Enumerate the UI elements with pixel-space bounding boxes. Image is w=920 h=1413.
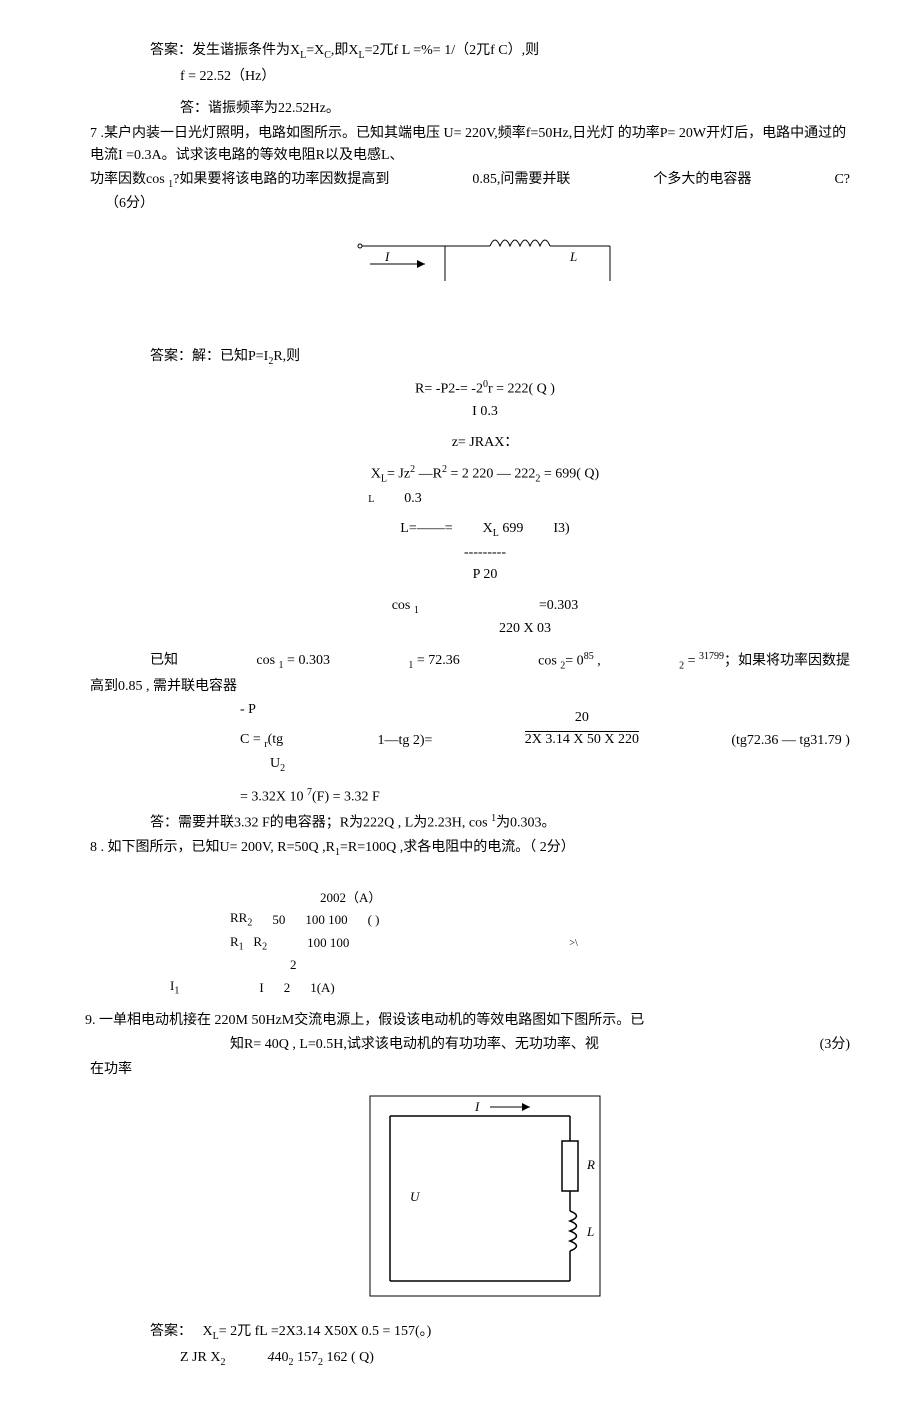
q7-formula-c: - PC = r(tgU2 1—tg 2)= 202X 3.14 X 50 X …: [240, 707, 850, 777]
svg-text:L: L: [569, 249, 577, 264]
q7-formula-r: R= -P2-= -20r = 222( Q ) I 0.3: [120, 377, 850, 423]
q7-formula-cos: cos 1 =0.303 220 X 03: [120, 595, 850, 641]
q6-answer-line1: 答案：发生谐振条件为XL=XC,即XL=2兀f L =%= 1/（2兀f C）,…: [120, 40, 850, 64]
q7-text2: 功率因数cos 1?如果要将该电路的功率因数提高到 0.85,问需要并联 个多大…: [90, 169, 850, 193]
q7-circuit-diagram: I L: [345, 226, 625, 296]
q7-formula-l: L=——= XL 699 I3) --------- P 20: [120, 518, 850, 587]
q9-ans-line1: 答案： XL= 2兀 fL =2X3.14 X50X 0.5 = 157(。): [120, 1321, 850, 1345]
svg-text:R: R: [586, 1157, 595, 1172]
q7-known-line: 已知 cos 1 = 0.303 1 = 72.36 cos 2= 085 , …: [120, 649, 850, 674]
q7-score: （6分）: [105, 193, 850, 215]
svg-text:U: U: [410, 1189, 421, 1204]
q9-text2: 知R= 40Q , L=0.5H,试求该电动机的有功功率、无功功率、视 (3分): [230, 1034, 850, 1056]
answer-prefix: 答案：: [150, 43, 192, 58]
q7-raise-line: 高到0.85 , 需并联电容器: [90, 676, 850, 698]
svg-text:L: L: [586, 1224, 594, 1239]
q8-text: 8 . 如下图所示，已知U= 200V, R=50Q ,R1=R=100Q ,求…: [90, 837, 850, 861]
svg-text:I: I: [474, 1099, 480, 1114]
q7-result-line: = 3.32X 10 7(F) = 3.32 F: [240, 785, 850, 809]
q9-text1: 9. 一单相电动机接在 220M 50HzM交流电源上，假设该电动机的等效电路图…: [85, 1010, 850, 1032]
q7-ans-line1: 答案：解：已知P=I2R,则: [120, 346, 850, 370]
q9-circuit-diagram: I U R L: [355, 1091, 615, 1301]
svg-text:I: I: [384, 249, 390, 264]
q7-formula-z: z= JRAX：: [120, 432, 850, 454]
q7-formula-xl: XL= Jz2 —R2 = 2 220 — 2222 = 699( Q) L 0…: [120, 462, 850, 510]
q9-ans-line2: Z JR X2 4402 1572 162 ( Q): [120, 1347, 850, 1371]
q6-answer-line2: f = 22.52（Hz）: [120, 66, 850, 88]
q8-calculation: 2002（A） RR2 50 100 100 ( ) R1 R2 100 100…: [170, 888, 850, 1000]
q7-final-answer: 答：需要并联3.32 F的电容器；R为222Q , L为2.23H, cos 1…: [120, 811, 850, 835]
q9-text4: 在功率: [90, 1059, 850, 1081]
q6-answer-line3: 答：谐振频率为22.52Hz。: [120, 98, 850, 120]
q7-text: 7 .某户内装一日光灯照明，电路如图所示。已知其端电压 U= 220V,频率f=…: [90, 123, 850, 168]
